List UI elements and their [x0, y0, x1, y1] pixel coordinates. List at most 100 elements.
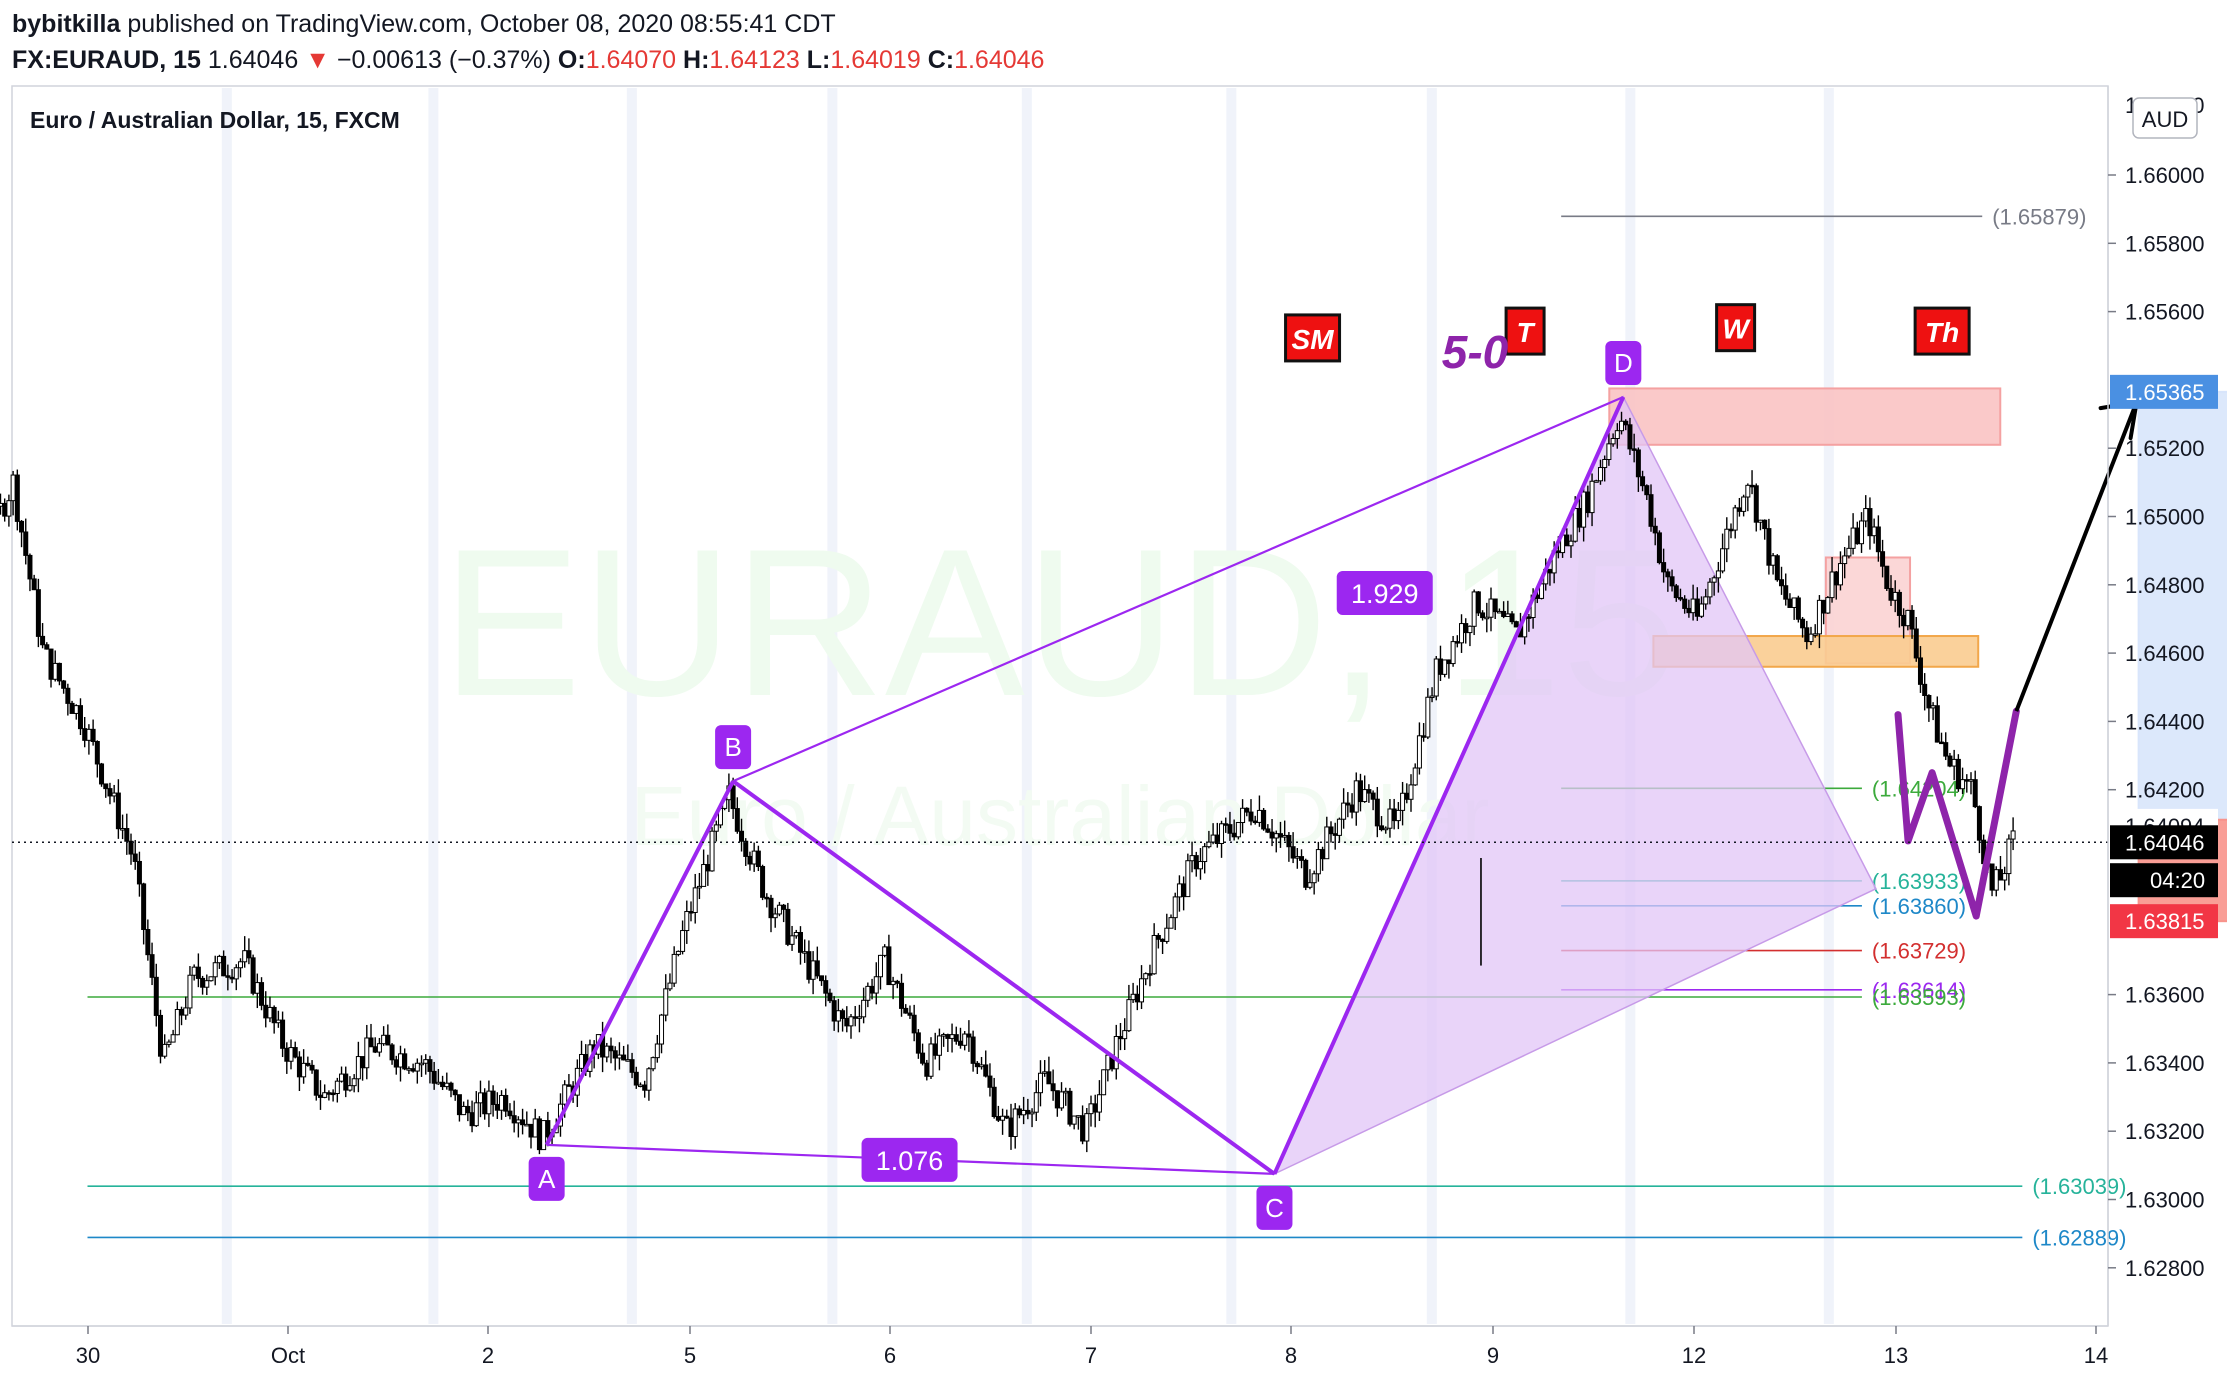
candle-body — [1387, 808, 1393, 829]
candle-body — [1884, 565, 1890, 589]
low-label: L: — [806, 46, 831, 74]
candle-body — [482, 1092, 488, 1115]
candle-body — [35, 589, 41, 637]
candle-body — [970, 1036, 976, 1064]
pattern-point-badge — [1256, 1185, 1293, 1230]
price-tick-label: 1.65200 — [2125, 436, 2205, 461]
candle-body — [743, 840, 749, 857]
candle-body — [873, 976, 879, 994]
candle-body — [1880, 551, 1886, 567]
candle-body — [1269, 831, 1275, 839]
candle-body — [1951, 758, 1957, 767]
candle-body — [132, 853, 138, 862]
candle-body — [1631, 448, 1637, 451]
price-tag-box — [2110, 374, 2218, 409]
session-label-box — [1913, 306, 1971, 356]
candle-body — [1901, 614, 1907, 627]
candle-body — [435, 1081, 441, 1085]
candle-body — [1509, 613, 1515, 623]
candle-body — [419, 1062, 425, 1066]
candle-body — [1265, 828, 1271, 833]
time-axis[interactable]: 30 Oct 2 5 6 7 8 9 12 13 14 — [12, 1325, 2108, 1368]
price-tick-label: 1.64200 — [2125, 778, 2205, 803]
candle-body — [1795, 597, 1801, 620]
candle-body — [1252, 820, 1258, 824]
candle-body — [305, 1062, 311, 1066]
candle-body — [1046, 1071, 1052, 1085]
candle-body — [671, 953, 677, 984]
candle-body — [675, 950, 681, 955]
candle-body — [945, 1034, 951, 1039]
candle-body — [840, 1010, 846, 1019]
chart-header: bybitkilla published on TradingView.com,… — [12, 6, 2212, 78]
candle-body — [1728, 528, 1734, 532]
candle-body — [835, 1010, 841, 1022]
level-label: (1.63593) — [1872, 985, 1966, 1010]
candle-body — [1037, 1072, 1043, 1094]
price-tick-label: 1.63400 — [2125, 1051, 2205, 1076]
candle-body — [827, 992, 833, 1002]
price-tick-label: 1.64400 — [2125, 709, 2205, 734]
candle-body — [1939, 741, 1945, 745]
candle-body — [650, 1057, 656, 1070]
candle-body — [734, 808, 740, 832]
candle-body — [254, 982, 260, 994]
candle-body — [1025, 1109, 1031, 1115]
session-label-box — [1504, 306, 1546, 356]
candle-body — [1471, 591, 1477, 627]
candle-body — [1661, 562, 1667, 573]
candle-body — [1581, 491, 1587, 528]
candle-body — [1197, 861, 1203, 870]
session-label: SM — [1292, 324, 1335, 355]
candle-body — [440, 1081, 446, 1088]
candle-body — [389, 1044, 395, 1061]
candle-body — [1176, 883, 1182, 898]
candle-body — [1846, 547, 1852, 557]
candle-body — [684, 911, 690, 932]
candle-body — [448, 1082, 454, 1091]
candle-body — [1686, 607, 1692, 614]
close-label: C: — [927, 46, 955, 74]
candle-body — [82, 728, 88, 741]
candle-body — [1644, 485, 1650, 496]
candle-body — [494, 1103, 500, 1111]
candle-body — [1172, 896, 1178, 919]
candle-body — [1673, 585, 1679, 599]
candle-body — [1193, 855, 1199, 870]
time-tick-label: Oct — [271, 1343, 305, 1368]
candle-body — [40, 635, 46, 646]
candle-body — [1732, 507, 1738, 531]
level-label: (1.63614) — [1872, 978, 1966, 1003]
candle-body — [983, 1064, 989, 1077]
candle-body — [1976, 806, 1982, 841]
candle-body — [280, 1019, 286, 1049]
candle-body — [1004, 1115, 1010, 1119]
candle-body — [381, 1034, 387, 1045]
candle-body — [1332, 833, 1338, 836]
candle-body — [343, 1073, 349, 1091]
currency-badge[interactable]: AUD — [2132, 97, 2198, 139]
candle-body — [713, 824, 719, 832]
price-tick-label: 1.63600 — [2125, 983, 2205, 1008]
candle-body — [1383, 827, 1389, 831]
candle-body — [1391, 808, 1397, 822]
candle-body — [877, 954, 883, 978]
candle-body — [2006, 838, 2012, 875]
pattern-leg — [1272, 396, 1626, 1175]
candle-body — [1972, 779, 1978, 808]
candle-body — [393, 1059, 399, 1068]
candle-body — [317, 1094, 323, 1098]
candle-body — [1303, 859, 1309, 888]
ratio-badge — [861, 1137, 958, 1182]
publish-line: bybitkilla published on TradingView.com,… — [12, 6, 2212, 42]
target-zone — [2137, 390, 2227, 821]
candle-body — [162, 1043, 168, 1057]
candle-body — [1677, 597, 1683, 600]
candle-body — [44, 644, 50, 650]
author-name[interactable]: bybitkilla — [12, 10, 121, 38]
candle-body — [334, 1080, 340, 1094]
candle-body — [1913, 628, 1919, 659]
candle-body — [2002, 873, 2008, 881]
candle-body — [402, 1053, 408, 1070]
